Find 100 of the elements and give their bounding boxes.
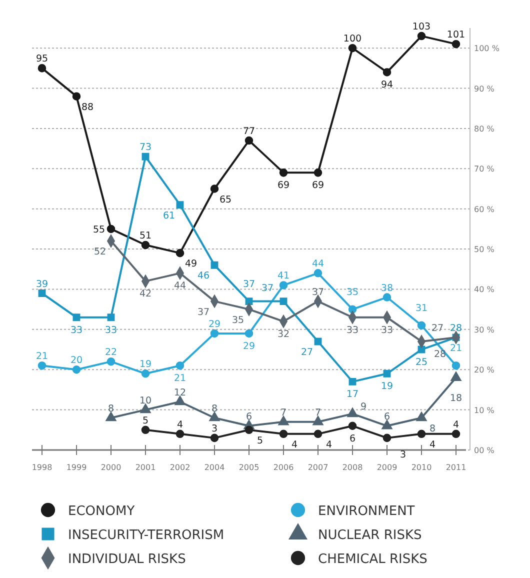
point — [72, 92, 81, 100]
data-label: 32 — [277, 328, 290, 340]
point — [141, 370, 150, 378]
x-tick-label: 2009 — [376, 463, 398, 472]
y-tick-label: 00 % — [474, 446, 495, 455]
point — [383, 370, 391, 378]
point — [174, 396, 186, 406]
x-tick-label: 2005 — [238, 463, 260, 472]
legend-label: ECONOMY — [68, 504, 135, 519]
data-label: 4 — [429, 439, 436, 450]
data-label: 17 — [346, 389, 359, 400]
legend-label: ENVIRONMENT — [318, 504, 415, 519]
point — [106, 357, 116, 366]
point — [348, 422, 357, 430]
data-label: 37 — [312, 286, 324, 298]
point — [210, 184, 219, 193]
data-label: 4 — [176, 419, 184, 430]
point — [348, 44, 357, 52]
legend-label: NUCLEAR RISKS — [318, 528, 422, 543]
data-label: 31 — [415, 302, 428, 314]
data-label: 29 — [242, 340, 256, 352]
data-label: 6 — [246, 411, 252, 422]
point — [314, 168, 322, 177]
point — [210, 329, 219, 338]
data-label: 21 — [450, 343, 462, 354]
legend-label: CHEMICAL RISKS — [318, 552, 428, 567]
y-tick-label: 30 % — [474, 325, 495, 334]
point — [72, 314, 80, 322]
data-label: 42 — [139, 288, 152, 300]
data-label: 33 — [380, 324, 394, 336]
data-label: 7 — [314, 407, 322, 418]
data-label: 25 — [415, 357, 428, 368]
point — [382, 293, 392, 302]
point — [176, 430, 184, 438]
point — [106, 224, 116, 234]
data-label: 5 — [256, 435, 264, 446]
data-label: 65 — [219, 194, 232, 206]
legend-label: INDIVIDUAL RISKS — [68, 552, 186, 567]
data-label: 7 — [280, 407, 287, 418]
point — [347, 408, 358, 418]
x-tick-label: 1999 — [66, 463, 87, 472]
data-label: 27 — [300, 346, 314, 358]
point — [278, 416, 289, 426]
data-label: 77 — [242, 126, 256, 138]
data-label: 12 — [174, 387, 186, 398]
x-tick-label: 2004 — [204, 463, 225, 472]
data-label: 8 — [108, 403, 114, 414]
data-label: 29 — [208, 318, 221, 330]
data-label: 37 — [197, 306, 210, 318]
x-tick-label: 2007 — [308, 463, 328, 472]
data-label: 6 — [384, 411, 390, 422]
x-tick-label: 2001 — [135, 463, 156, 472]
point — [450, 372, 462, 381]
data-label: 94 — [380, 80, 394, 91]
x-tick-label: 2002 — [170, 463, 190, 472]
point — [244, 136, 254, 145]
point — [279, 430, 288, 438]
point — [452, 361, 460, 370]
legend-label: INSECURITY-TERRORISM — [68, 528, 224, 543]
data-label: 3 — [400, 449, 406, 460]
point — [141, 240, 150, 250]
data-label: 3 — [211, 423, 218, 434]
data-label: 101 — [446, 30, 466, 41]
data-label: 8 — [429, 423, 436, 434]
point — [416, 412, 427, 422]
point — [141, 426, 150, 434]
data-label: 35 — [232, 314, 244, 326]
y-tick-label: 80 % — [474, 124, 495, 134]
y-tick-label: 100 % — [474, 44, 500, 54]
data-label: 5 — [142, 415, 149, 426]
point — [210, 434, 219, 442]
point — [176, 201, 184, 209]
point — [312, 416, 324, 426]
data-label: 21 — [174, 373, 186, 384]
point — [279, 281, 288, 290]
point — [382, 68, 392, 76]
data-label: 4 — [326, 439, 332, 450]
point — [176, 361, 184, 370]
point — [314, 430, 322, 438]
data-label: 37 — [242, 278, 256, 290]
point — [452, 430, 460, 438]
data-label: 61 — [162, 210, 176, 222]
point — [279, 168, 288, 177]
data-label: 69 — [312, 180, 324, 192]
data-label: 44 — [174, 280, 186, 292]
point — [140, 404, 151, 414]
point — [210, 261, 218, 269]
point — [107, 314, 115, 322]
data-label: 20 — [70, 355, 83, 366]
data-label: 22 — [104, 347, 118, 358]
data-label: 9 — [360, 401, 367, 412]
x-tick-label: 2008 — [342, 463, 363, 472]
point — [314, 338, 322, 346]
point — [314, 269, 322, 278]
point — [417, 430, 426, 438]
point — [452, 40, 460, 48]
x-tick-label: 2010 — [411, 463, 432, 472]
data-label: 46 — [197, 270, 210, 282]
data-label: 41 — [277, 270, 290, 282]
point — [142, 152, 150, 160]
